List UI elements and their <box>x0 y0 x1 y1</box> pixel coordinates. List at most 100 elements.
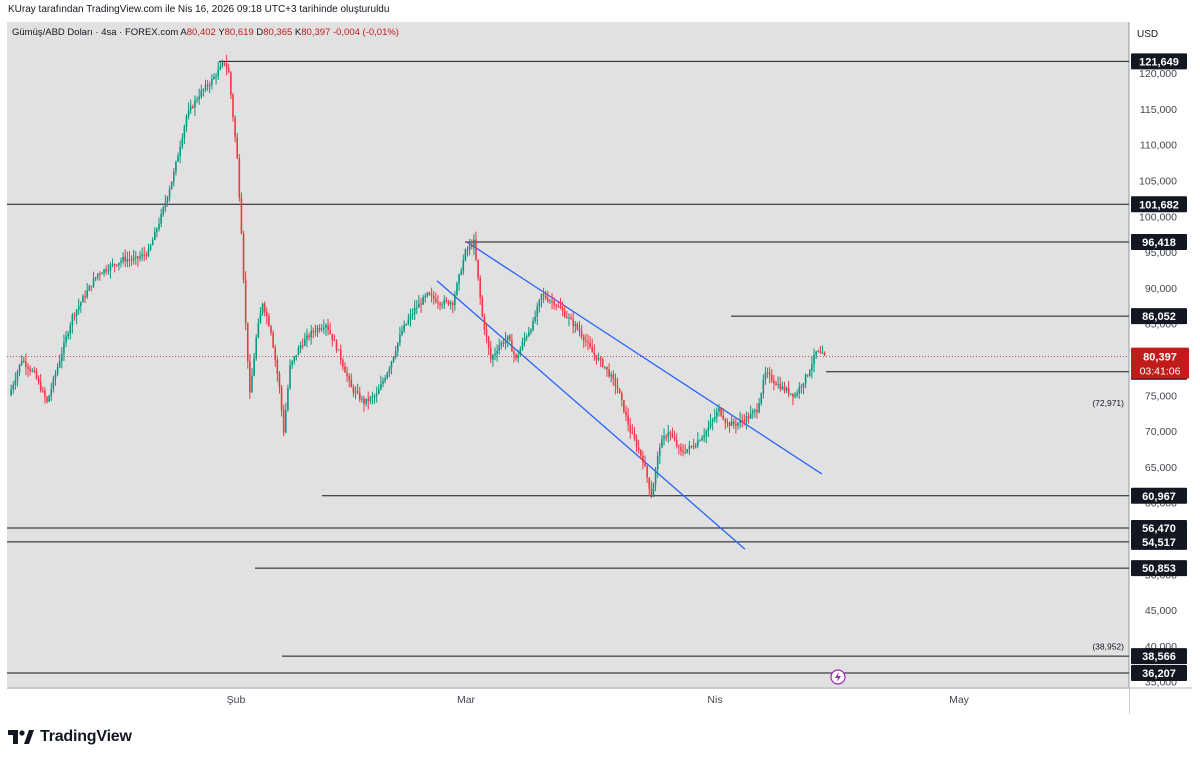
candle-body <box>115 264 118 266</box>
candle-body <box>301 345 304 347</box>
candle-body <box>648 477 651 489</box>
candle-body <box>532 321 534 331</box>
price-tag[interactable]: 54,517 <box>1131 533 1187 550</box>
candle-body <box>724 419 727 423</box>
candle-body <box>809 370 811 376</box>
candle-body <box>597 357 600 360</box>
candle-body <box>468 245 471 250</box>
candle-body <box>56 366 59 374</box>
candle-body <box>25 361 27 367</box>
candle-body <box>139 256 141 259</box>
channel-upper-line[interactable] <box>466 241 823 475</box>
candle-body <box>688 445 691 450</box>
candle-body <box>128 259 131 261</box>
candle-body <box>650 488 653 497</box>
candle-body <box>766 372 769 374</box>
candle-body <box>553 300 555 306</box>
candle-body <box>187 110 190 117</box>
candle-body <box>316 327 319 332</box>
chart-panel[interactable]: 35,00040,00045,00050,00055,00060,00065,0… <box>7 22 1192 714</box>
candle-body <box>705 431 708 436</box>
candle-body <box>230 72 232 95</box>
candle-body <box>179 146 181 156</box>
candle-body <box>145 254 148 256</box>
y-tick-label: 120,000 <box>1139 68 1177 80</box>
candle-body <box>200 90 203 97</box>
candle-body <box>373 396 376 398</box>
price-tag-bg <box>1131 560 1187 577</box>
candle-body <box>409 314 412 320</box>
candle-body <box>246 322 249 362</box>
y-tick-label: 115,000 <box>1140 104 1177 116</box>
candle-body <box>124 256 127 262</box>
candle-body <box>177 155 179 162</box>
candle-body <box>80 302 82 307</box>
candle-body <box>320 328 323 330</box>
price-tag-bg <box>1131 533 1187 550</box>
candle-body <box>623 399 625 412</box>
candle-body <box>671 433 674 438</box>
candle-body <box>217 69 219 77</box>
candle-body <box>168 189 171 198</box>
price-tag[interactable]: 60,967 <box>1131 487 1187 504</box>
candle-body <box>274 347 277 361</box>
candle-body <box>29 368 31 371</box>
x-tick-label: Mar <box>457 694 476 706</box>
candle-body <box>162 207 165 214</box>
candle-body <box>73 315 76 317</box>
candle-body <box>225 63 228 69</box>
price-tag-label: 56,470 <box>1142 523 1176 535</box>
candle-body <box>249 361 251 393</box>
price-tag[interactable]: 50,853 <box>1131 560 1187 577</box>
candle-body <box>544 295 547 299</box>
candle-body <box>511 340 513 352</box>
current-price-tag[interactable]: 80,397 03:41:06 <box>1131 347 1189 379</box>
symbol-name[interactable]: Gümüş/ABD Doları · 4sa · FOREX.com <box>12 27 179 38</box>
candle-body <box>238 158 241 198</box>
price-tag[interactable]: 86,052 <box>1131 308 1187 325</box>
price-tag[interactable]: 36,207 <box>1131 665 1187 681</box>
candle-body <box>405 323 408 325</box>
candle-body <box>692 446 695 448</box>
tradingview-logo[interactable]: TradingView <box>8 727 132 747</box>
change-value: -0,004 (-0,01%) <box>332 27 399 38</box>
candle-body <box>244 279 247 323</box>
candle-body <box>164 202 167 208</box>
candle-body <box>20 361 23 365</box>
candle-body <box>504 339 507 344</box>
candle-body <box>331 333 334 341</box>
candle-body <box>325 325 327 328</box>
candle-body <box>614 378 617 386</box>
price-tag[interactable]: 56,470 <box>1131 519 1187 536</box>
candle-body <box>821 352 824 354</box>
price-tag[interactable]: 121,649 <box>1131 53 1187 70</box>
current-price-label: 80,397 <box>1143 352 1177 364</box>
candle-body <box>278 374 281 388</box>
candle-body <box>134 256 137 258</box>
candle-body <box>646 466 648 478</box>
price-tag[interactable]: 96,418 <box>1131 233 1187 250</box>
candle-body <box>371 396 374 398</box>
candle-body <box>46 397 48 402</box>
candle-body <box>346 372 348 376</box>
y-tick-label: 95,000 <box>1145 247 1177 259</box>
candle-body <box>304 339 306 346</box>
candle-body <box>519 348 522 356</box>
candle-body <box>813 354 815 365</box>
candle-body <box>435 298 437 303</box>
x-tick-label: Şub <box>227 694 246 706</box>
candle-body <box>456 283 458 295</box>
candle-body <box>728 422 731 427</box>
lightning-icon[interactable] <box>830 669 846 685</box>
candle-body <box>737 422 739 426</box>
price-tag-bg <box>1131 665 1187 681</box>
y-tick-label: 110,000 <box>1140 140 1177 152</box>
price-tag[interactable]: 38,566 <box>1131 648 1187 665</box>
candle-body <box>122 256 124 261</box>
candle-body <box>667 432 670 437</box>
candle-body <box>492 355 494 360</box>
price-tag[interactable]: 101,682 <box>1131 196 1187 213</box>
channel-lower-line[interactable] <box>436 280 746 550</box>
candle-body <box>369 397 372 402</box>
price-chart[interactable]: 35,00040,00045,00050,00055,00060,00065,0… <box>7 22 1192 714</box>
